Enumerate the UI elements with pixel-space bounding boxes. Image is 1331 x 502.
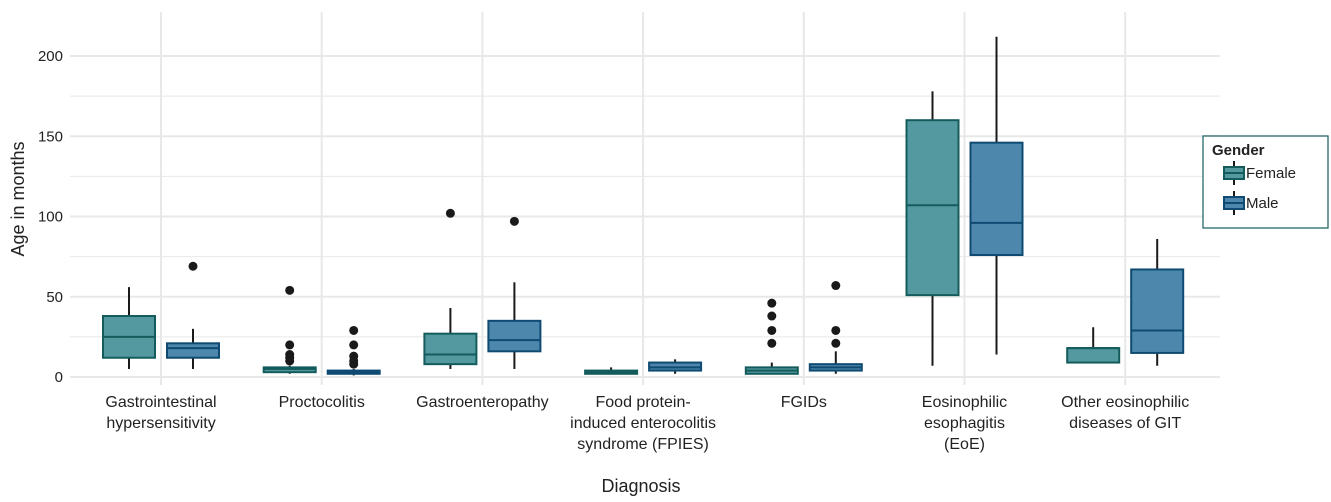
- iqr-box: [905, 119, 960, 297]
- grid-lines: [70, 12, 1220, 385]
- x-category-label-line: diseases of GIT: [1069, 415, 1181, 432]
- y-tick-label: 100: [38, 209, 63, 226]
- box-male: [166, 261, 220, 369]
- x-category-label-line: (EoE): [944, 436, 985, 453]
- legend: Gender Female Male: [1202, 135, 1329, 229]
- outlier-point: [767, 298, 777, 308]
- legend-label: Male: [1246, 195, 1279, 212]
- x-category-label: FGIDs: [781, 394, 827, 411]
- box-male: [326, 325, 381, 376]
- iqr-box: [1066, 347, 1121, 364]
- box-female: [584, 367, 639, 375]
- x-category-label: Food protein-induced enterocolitis syndro…: [570, 394, 716, 453]
- outlier-point: [349, 351, 359, 361]
- y-tick-label: 50: [46, 289, 63, 306]
- x-category-label-line: Food protein-: [596, 394, 691, 411]
- outlier-point: [445, 208, 455, 218]
- x-category-label-line: Other eosinophilic: [1061, 394, 1189, 411]
- x-category-label: Other eosinophilic diseases of GIT: [1061, 394, 1189, 432]
- x-category-label: Gastroenteropathy: [416, 394, 549, 411]
- outlier-point: [188, 261, 198, 271]
- y-axis-title: Age in months: [8, 141, 28, 256]
- x-category-label-line: Gastroenteropathy: [416, 394, 549, 411]
- iqr-box: [423, 332, 478, 366]
- iqr-box: [487, 319, 542, 353]
- x-category-label-line: esophagitis: [924, 415, 1005, 432]
- x-axis-category-labels: Gastrointestinal hypersensitivity Proctoco…: [105, 394, 1189, 453]
- outlier-point: [509, 216, 519, 226]
- box-female: [262, 285, 317, 374]
- box-female: [744, 298, 799, 375]
- iqr-box: [166, 342, 220, 359]
- y-tick-label: 200: [38, 48, 63, 65]
- outlier-point: [831, 325, 841, 335]
- legend-title: Gender: [1212, 142, 1265, 159]
- x-category-label-line: Eosinophilic: [922, 394, 1007, 411]
- box-male: [487, 216, 542, 369]
- legend-frame: [1202, 135, 1329, 229]
- box-female: [102, 287, 156, 369]
- box-female: [905, 91, 960, 366]
- outlier-point: [349, 325, 359, 335]
- outlier-point: [285, 340, 295, 350]
- outlier-point: [831, 338, 841, 348]
- x-category-label-line: Gastrointestinal: [105, 394, 216, 411]
- x-category-label-line: syndrome (FPIES): [577, 436, 709, 453]
- y-tick-label: 0: [55, 369, 63, 386]
- iqr-box: [969, 141, 1024, 257]
- series-female: [102, 91, 1121, 375]
- box-male: [808, 281, 863, 374]
- outlier-point: [767, 325, 777, 335]
- x-category-label: Eosinophilic esophagitis (EoE): [922, 394, 1007, 453]
- series-male: [166, 36, 1185, 376]
- outlier-point: [285, 285, 295, 295]
- legend-label: Female: [1246, 165, 1296, 182]
- x-category-label-line: induced enterocolitis: [570, 415, 716, 432]
- y-tick-label: 150: [38, 128, 63, 145]
- box-male: [1130, 238, 1185, 366]
- x-category-label: Proctocolitis: [279, 394, 365, 411]
- legend-item-female: Female: [1223, 161, 1296, 185]
- y-axis-ticks: 0 50 100 150 200: [38, 48, 63, 386]
- box-male: [648, 359, 703, 374]
- legend-item-male: Male: [1223, 191, 1279, 215]
- x-category-label: Gastrointestinal hypersensitivity: [105, 394, 216, 432]
- outlier-point: [349, 340, 359, 350]
- x-category-label-line: Proctocolitis: [279, 394, 365, 411]
- x-category-label-line: FGIDs: [781, 394, 827, 411]
- outlier-point: [767, 311, 777, 321]
- box-female: [423, 208, 478, 369]
- x-axis-title: Diagnosis: [601, 476, 680, 496]
- outlier-point: [285, 350, 295, 360]
- iqr-box: [1130, 268, 1185, 354]
- box-female: [1066, 327, 1121, 364]
- outlier-point: [767, 338, 777, 348]
- box-series: [102, 36, 1185, 376]
- x-category-label-line: hypersensitivity: [106, 415, 215, 432]
- box-male: [969, 36, 1024, 355]
- outlier-point: [831, 281, 841, 291]
